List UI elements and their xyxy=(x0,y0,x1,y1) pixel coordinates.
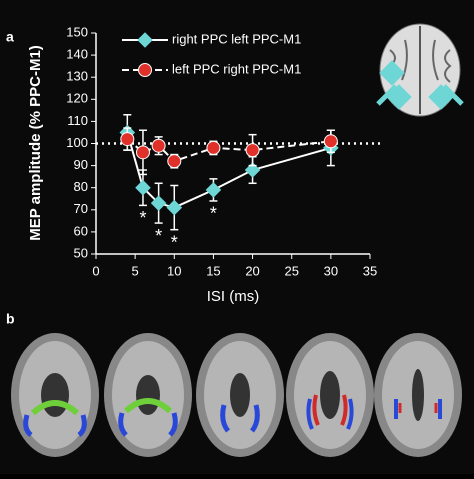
x-tick-label: 0 xyxy=(92,263,99,278)
y-tick-label: 130 xyxy=(66,69,88,84)
data-point xyxy=(245,143,260,158)
y-tick-label: 70 xyxy=(74,201,88,216)
brain-icon xyxy=(376,23,464,117)
panel-label: b xyxy=(6,311,15,327)
x-tick-label: 5 xyxy=(132,263,139,278)
y-tick-label: 140 xyxy=(66,47,88,62)
legend-label: right PPC left PPC-M1 xyxy=(172,31,301,46)
data-point xyxy=(167,154,182,169)
data-point xyxy=(135,179,151,196)
data-point xyxy=(323,134,338,149)
y-tick-label: 80 xyxy=(74,179,88,194)
y-tick-label: 60 xyxy=(74,223,88,238)
data-point xyxy=(151,138,166,153)
y-tick-label: 50 xyxy=(74,245,88,260)
significance-marker: * xyxy=(171,232,178,252)
legend-marker xyxy=(138,63,152,77)
x-tick-label: 25 xyxy=(284,263,298,278)
data-point xyxy=(205,182,222,198)
data-point xyxy=(166,199,183,216)
brain-slices xyxy=(11,333,462,457)
y-tick-label: 120 xyxy=(66,91,88,106)
x-tick-label: 10 xyxy=(167,263,181,278)
legend-marker xyxy=(137,32,153,48)
x-tick-label: 35 xyxy=(363,263,377,278)
panel-label: a xyxy=(6,29,14,45)
x-axis-label: ISI (ms) xyxy=(207,288,260,305)
x-tick-label: 30 xyxy=(324,263,338,278)
y-tick-label: 150 xyxy=(66,24,88,39)
data-point xyxy=(206,140,221,155)
y-tick-label: 90 xyxy=(74,157,88,172)
y-tick-label: 100 xyxy=(66,135,88,150)
x-tick-label: 20 xyxy=(245,263,259,278)
significance-marker: * xyxy=(210,204,217,224)
data-point xyxy=(150,195,167,211)
significance-marker: * xyxy=(155,226,162,246)
legend-label: left PPC right PPC-M1 xyxy=(172,61,301,76)
data-point xyxy=(120,132,135,147)
y-axis-label: MEP amplitude (% PPC-M1) xyxy=(27,45,44,241)
y-tick-label: 110 xyxy=(67,113,88,128)
x-tick-label: 15 xyxy=(206,263,220,278)
significance-marker: * xyxy=(139,208,146,228)
data-point xyxy=(135,145,150,160)
